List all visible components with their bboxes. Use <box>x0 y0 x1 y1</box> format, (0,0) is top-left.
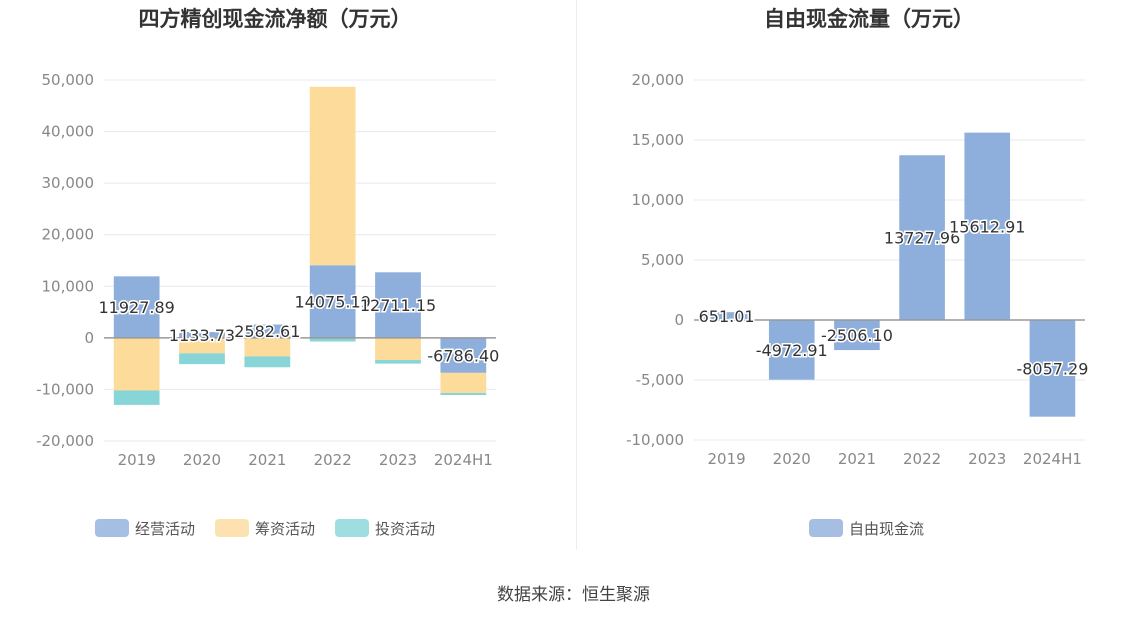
cash-flow-chart: 四方精创现金流净额（万元） 50,000 40,000 30,000 20,000 10,… <box>36 7 501 538</box>
bar <box>113 337 160 391</box>
data-label: -2506.10 <box>821 326 893 345</box>
y-tick-label: 20,000 <box>42 226 95 244</box>
y-tick-label: 10,000 <box>42 277 95 295</box>
bar <box>244 356 291 368</box>
x-tick-label: 2019 <box>118 451 156 469</box>
bar <box>899 155 945 320</box>
y-tick-label: 10,000 <box>632 191 685 209</box>
legend-swatch <box>809 519 843 537</box>
x-tick-label: 2021 <box>838 450 876 468</box>
y-tick-label: 0 <box>674 311 684 329</box>
bar <box>179 353 225 365</box>
y-tick-label: 30,000 <box>42 174 95 192</box>
legend-label: 自由现金流 <box>849 520 924 538</box>
bar <box>440 337 487 373</box>
data-label: 15612.91 <box>949 217 1025 236</box>
bar <box>375 272 421 338</box>
source-note: 数据来源：恒生聚源 <box>497 585 650 605</box>
chart-title: 自由现金流量（万元） <box>764 7 974 31</box>
bar <box>834 320 880 351</box>
x-tick-label: 2022 <box>314 451 352 469</box>
x-tick-label: 2020 <box>773 450 811 468</box>
legend-label: 投资活动 <box>375 520 435 538</box>
data-label: -4972.91 <box>756 341 828 360</box>
data-label: 2582.61 <box>234 322 300 341</box>
y-tick-label: -5,000 <box>636 371 684 389</box>
bar <box>440 372 487 393</box>
y-tick-label: 15,000 <box>632 131 685 149</box>
bar <box>244 337 291 357</box>
chart-divider <box>576 0 577 550</box>
legend-label: 经营活动 <box>135 520 195 538</box>
data-label: 12711.15 <box>360 296 436 315</box>
bar <box>440 392 487 396</box>
legend-swatch <box>95 519 129 537</box>
bar <box>113 390 160 405</box>
x-tick-label: 2023 <box>379 451 417 469</box>
bar <box>179 332 225 338</box>
bar <box>309 265 356 338</box>
data-label: -6786.40 <box>427 346 499 365</box>
legend-label: 筹资活动 <box>255 520 315 538</box>
bar <box>375 360 421 364</box>
y-tick-label: -10,000 <box>36 380 94 398</box>
data-label: -8057.29 <box>1016 359 1088 378</box>
y-tick-label: 20,000 <box>632 71 685 89</box>
x-tick-label: 2019 <box>707 450 745 468</box>
bar <box>703 312 750 320</box>
data-label: 13727.96 <box>884 229 960 248</box>
bar <box>768 320 815 380</box>
bar <box>1029 320 1076 417</box>
x-tick-label: 2024H1 <box>1023 450 1082 468</box>
y-tick-label: -20,000 <box>36 432 94 450</box>
data-label: 1133.73 <box>169 326 235 345</box>
x-tick-label: 2023 <box>968 450 1006 468</box>
chart-title: 四方精创现金流净额（万元） <box>139 7 412 31</box>
data-label: 14075.19 <box>294 293 370 312</box>
y-tick-label: 0 <box>84 329 94 347</box>
y-tick-label: 40,000 <box>42 123 95 141</box>
x-tick-label: 2021 <box>248 451 286 469</box>
y-tick-label: 50,000 <box>42 71 95 89</box>
bar <box>113 276 160 338</box>
free-cash-flow-chart: 自由现金流量（万元） 20,000 15,000 10,000 5,000 0 -5,000… <box>626 7 1090 538</box>
bar <box>309 337 356 342</box>
bar <box>375 337 421 361</box>
bar <box>244 324 291 338</box>
y-tick-label: 5,000 <box>641 251 684 269</box>
data-label: 11927.89 <box>98 298 174 317</box>
y-tick-label: -10,000 <box>626 431 684 449</box>
legend-swatch <box>215 519 249 537</box>
data-label: 651.01 <box>699 307 755 326</box>
legend-swatch <box>335 519 369 537</box>
x-tick-label: 2024H1 <box>434 451 493 469</box>
x-tick-label: 2020 <box>183 451 221 469</box>
x-tick-label: 2022 <box>903 450 941 468</box>
bar <box>179 337 225 354</box>
bar <box>964 132 1011 320</box>
bar <box>309 86 356 266</box>
